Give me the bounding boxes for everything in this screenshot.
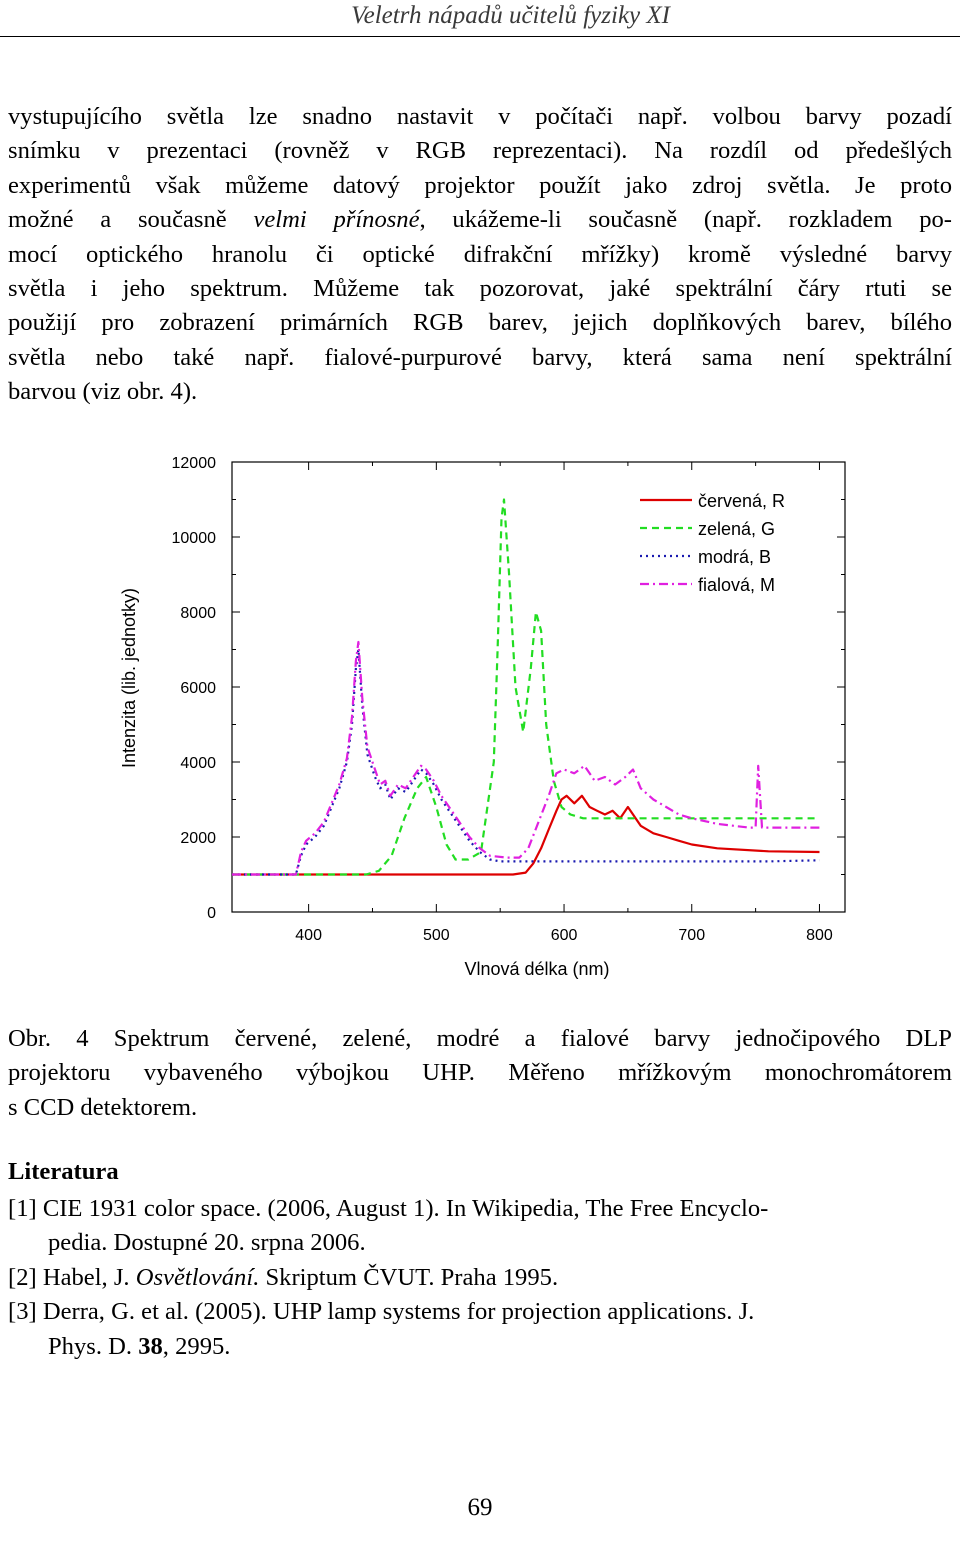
body-line: světla i jeho spektrum. Můžeme tak pozor…: [8, 274, 952, 302]
x-tick-label: 700: [678, 927, 705, 944]
body-line: mocí optického hranolu či optické difrak…: [8, 240, 952, 268]
body-italic-run: velmi přínosné: [253, 206, 420, 234]
y-tick-label: 2000: [180, 830, 216, 847]
literature-heading: Literatura: [8, 1158, 119, 1185]
series-line-1: [232, 794, 820, 876]
reference-text-run: Phys. D.: [48, 1332, 139, 1360]
body-line: barvou (viz obr. 4).: [8, 378, 198, 406]
y-axis-label: Intenzita (lib. jednotky): [119, 588, 139, 768]
reference-text-run: [2] Habel, J.: [8, 1263, 136, 1291]
chart-series-layer: [232, 498, 820, 876]
reference-item-continuation: Phys. D. 38, 2995.: [8, 1330, 952, 1364]
reference-text-run: Skriptum ČVUT. Praha 1995.: [259, 1263, 559, 1291]
page-header: Veletrh nápadů učitelů fyziky XI: [0, 0, 960, 37]
body-line: vystupujícího světla lze snadno nastavit…: [8, 103, 952, 130]
body-line: snímku v prezentaci (rovněž v RGB reprez…: [8, 137, 952, 165]
body-line: použijí pro zobrazení primárních RGB bar…: [8, 309, 952, 337]
figure-caption: Obr. 4 Spektrum červené, zelené, modré a…: [8, 1022, 952, 1125]
reference-list: [1] CIE 1931 color space. (2006, August …: [8, 1192, 952, 1364]
reference-item: [2] Habel, J. Osvětlování. Skriptum ČVUT…: [8, 1261, 952, 1295]
page-number: 69: [467, 1494, 493, 1521]
legend-label: zelená, G: [698, 519, 775, 539]
body-paragraph: vystupujícího světla lze snadno nastavit…: [8, 100, 952, 410]
x-tick-label: 500: [423, 927, 450, 944]
body-line: světla nebo také např. fialové-purpurové…: [8, 343, 952, 371]
caption-line: projektoru vybaveného výbojkou UHP. Měře…: [8, 1059, 952, 1087]
y-tick-label: 0: [207, 905, 216, 922]
caption-line: Obr. 4 Spektrum červené, zelené, modré a…: [8, 1025, 952, 1052]
running-title: Veletrh nápadů učitelů fyziky XI: [351, 2, 670, 29]
reference-bold-run: 38: [138, 1332, 163, 1360]
series-line-4: [232, 640, 820, 876]
legend-label: červená, R: [698, 491, 785, 511]
x-tick-label: 600: [551, 927, 578, 944]
body-line: experimentů však můžeme datový projektor…: [8, 171, 952, 199]
legend-label: modrá, B: [698, 547, 771, 567]
y-tick-label: 8000: [180, 605, 216, 622]
y-tick-label: 4000: [180, 755, 216, 772]
reference-item-continuation: pedia. Dostupné 20. srpna 2006.: [48, 1229, 366, 1257]
reference-item: [1] CIE 1931 color space. (2006, August …: [8, 1195, 769, 1222]
chart-legend: červená, R zelená, G modrá, B fialová, M: [640, 491, 785, 595]
series-line-3: [232, 648, 820, 876]
x-tick-label: 800: [806, 927, 833, 944]
series-line-2: [232, 498, 820, 876]
spectrum-figure: 400 500 600 700 800 0 2000 4000 6000 8000 10000 120…: [0, 440, 960, 1000]
x-axis-label: Vlnová délka (nm): [464, 959, 609, 979]
spectrum-chart: 400 500 600 700 8000200040006000800010000120…: [119, 455, 846, 979]
reference-item: [3] Derra, G. et al. (2005). UHP lamp sy…: [8, 1298, 755, 1326]
y-tick-label: 10000: [172, 530, 217, 547]
y-tick-label: 12000: [172, 455, 217, 472]
body-text-run: možné a současně: [8, 206, 254, 234]
body-line-with-italic: možné a současně velmi přínosné, ukážeme…: [8, 203, 952, 237]
reference-text-run: , 2995.: [162, 1332, 231, 1360]
caption-line: s CCD detektorem.: [8, 1093, 198, 1121]
x-tick-label: 400: [295, 927, 322, 944]
y-tick-label: 6000: [180, 680, 216, 697]
legend-label: fialová, M: [698, 575, 775, 595]
reference-italic-run: Osvětlování.: [135, 1263, 260, 1291]
chart-axes: 400 500 600 700 8000200040006000800010000120…: [172, 455, 846, 944]
body-text-run: , ukážeme-li současně (např. rozkladem p…: [419, 206, 952, 234]
